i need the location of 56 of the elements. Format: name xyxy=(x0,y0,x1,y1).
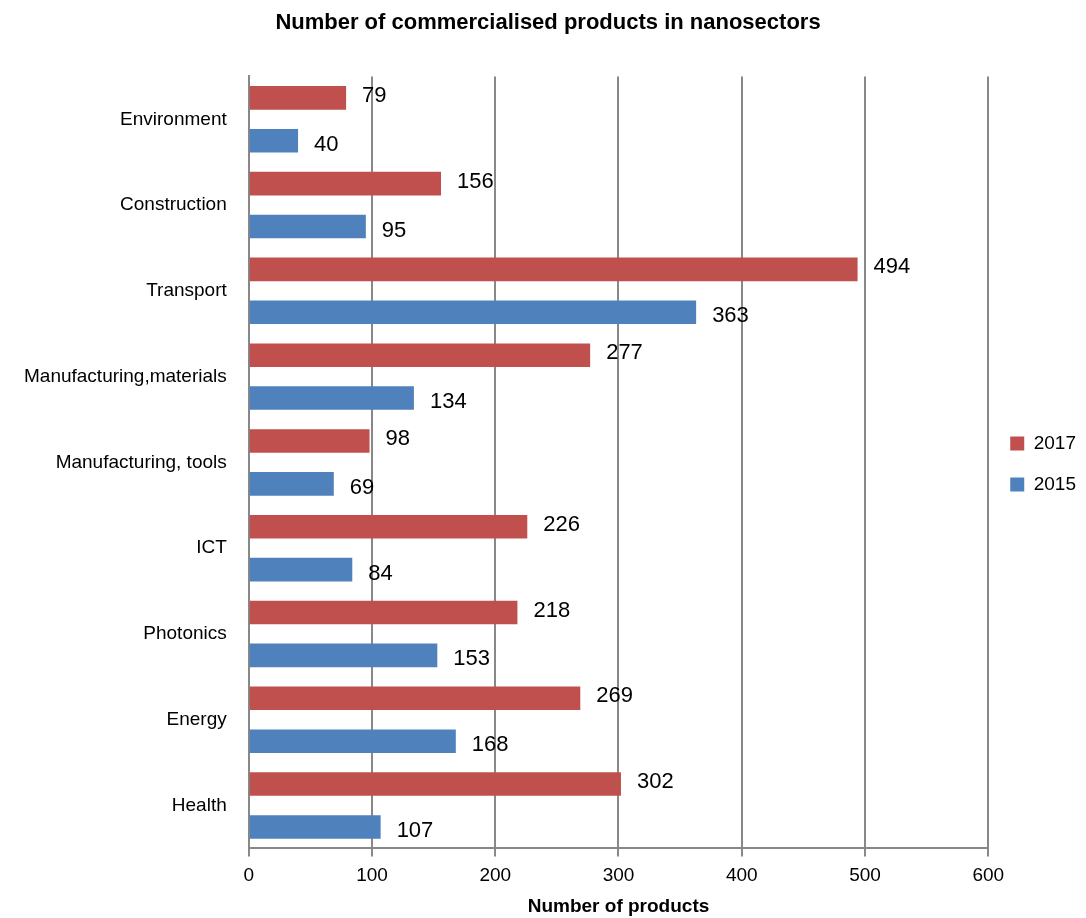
bar xyxy=(249,86,347,110)
x-axis-title: Number of products xyxy=(527,894,710,916)
y-tick-label: ICT xyxy=(196,536,228,558)
bar xyxy=(249,686,581,711)
bar xyxy=(249,643,438,668)
x-tick-label: 300 xyxy=(602,864,635,886)
bar xyxy=(249,472,334,496)
x-tick-label: 100 xyxy=(356,864,388,886)
data-label: 269 xyxy=(596,682,634,708)
data-label: 156 xyxy=(457,167,494,193)
x-tick-label: 0 xyxy=(243,864,255,886)
y-tick-label: Manufacturing, tools xyxy=(55,450,227,472)
x-tick-label: 400 xyxy=(725,864,758,886)
y-tick-label: Transport xyxy=(146,279,228,301)
chart-title: Number of commercialised products in nanosectors xyxy=(275,9,821,35)
data-label: 79 xyxy=(362,81,387,107)
bar xyxy=(249,128,299,153)
data-label: 95 xyxy=(381,216,407,242)
data-label: 363 xyxy=(712,302,749,328)
data-label: 98 xyxy=(385,425,411,451)
x-tick-label: 200 xyxy=(479,864,512,886)
bar xyxy=(249,729,456,753)
bar xyxy=(249,214,366,239)
bar xyxy=(249,429,370,453)
data-label: 302 xyxy=(636,768,674,794)
x-tick-label: 500 xyxy=(849,864,881,886)
data-label: 153 xyxy=(453,645,491,671)
bar xyxy=(249,386,414,410)
data-label: 134 xyxy=(429,388,467,414)
data-label: 168 xyxy=(471,731,509,757)
bar xyxy=(249,171,442,196)
y-tick-label: Photonics xyxy=(143,622,227,644)
bar xyxy=(249,772,621,796)
bar xyxy=(249,514,528,539)
y-tick-label: Construction xyxy=(120,193,227,215)
y-tick-label: Health xyxy=(171,793,227,815)
data-label: 84 xyxy=(368,559,393,585)
legend-label: 2017 xyxy=(1033,431,1077,453)
data-label: 277 xyxy=(606,339,643,365)
legend-label: 2015 xyxy=(1033,472,1077,494)
bar xyxy=(249,300,697,325)
bar xyxy=(249,600,518,625)
data-label: 226 xyxy=(543,510,581,536)
data-label: 40 xyxy=(314,130,339,156)
data-label: 494 xyxy=(873,253,911,279)
bar xyxy=(249,557,353,582)
y-tick-label: Energy xyxy=(166,707,228,729)
bar xyxy=(249,343,591,367)
bar xyxy=(249,257,858,282)
data-label: 107 xyxy=(396,817,434,843)
y-tick-label: Environment xyxy=(120,107,228,129)
data-label: 218 xyxy=(533,596,571,622)
bar xyxy=(249,815,381,839)
x-tick-label: 600 xyxy=(972,864,1005,886)
data-label: 69 xyxy=(349,473,375,499)
y-tick-label: Manufacturing,materials xyxy=(23,364,227,386)
